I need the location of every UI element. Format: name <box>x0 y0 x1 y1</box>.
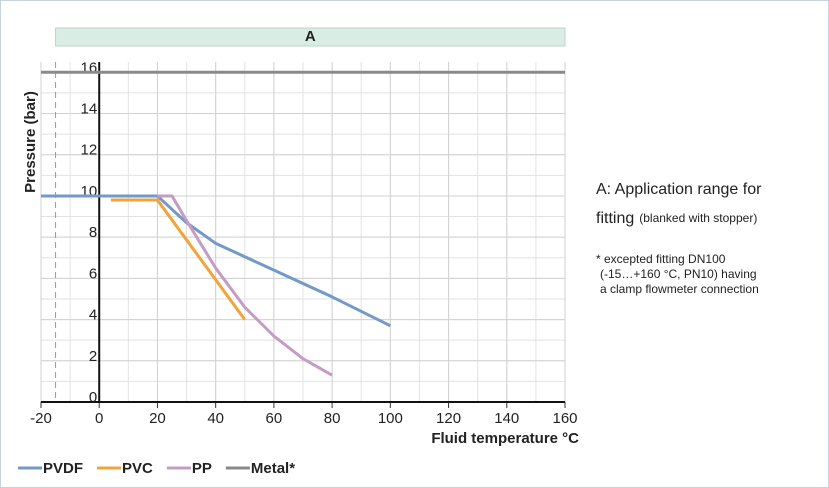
y-tick-label: 14 <box>81 100 98 117</box>
series-line <box>110 198 246 321</box>
footnote: (-15…+160 °C, PN10) having <box>600 267 757 281</box>
y-tick-label: 12 <box>81 142 98 159</box>
x-tick-label: 160 <box>552 410 577 427</box>
x-tick-label: 100 <box>378 410 403 427</box>
note: fitting <box>596 210 634 227</box>
footnote: * excepted fitting DN100 <box>596 252 726 266</box>
note: A: Application range for <box>596 181 762 198</box>
note: fitting (blanked with stopper) <box>596 210 757 227</box>
y-tick-label: 4 <box>89 307 97 324</box>
x-tick-label: 80 <box>324 410 341 427</box>
x-tick-label: 120 <box>436 410 461 427</box>
y-axis-label: Pressure (bar) <box>22 91 39 193</box>
x-tick-label: 140 <box>494 410 519 427</box>
legend-label: PP <box>192 460 212 477</box>
x-tick-label: 60 <box>266 410 283 427</box>
x-tick-label: -20 <box>30 410 52 427</box>
legend-label: PVDF <box>43 460 83 477</box>
footnote: a clamp flowmeter connection <box>600 282 759 296</box>
x-tick-label: 0 <box>95 410 103 427</box>
y-tick-label: 2 <box>89 348 97 365</box>
series-line <box>157 194 333 377</box>
x-tick-label: 40 <box>207 410 224 427</box>
band-label: A <box>305 28 316 45</box>
x-axis-label: Fluid temperature °C <box>431 430 579 447</box>
y-tick-label: 0 <box>89 389 97 406</box>
y-tick-label: 8 <box>89 224 97 241</box>
band <box>55 27 566 47</box>
series-line <box>41 194 391 328</box>
legend-label: PVC <box>122 460 153 477</box>
legend-label: Metal* <box>251 460 295 477</box>
note: (blanked with stopper) <box>639 211 757 225</box>
y-tick-label: 6 <box>89 265 97 282</box>
x-tick-label: 20 <box>149 410 166 427</box>
